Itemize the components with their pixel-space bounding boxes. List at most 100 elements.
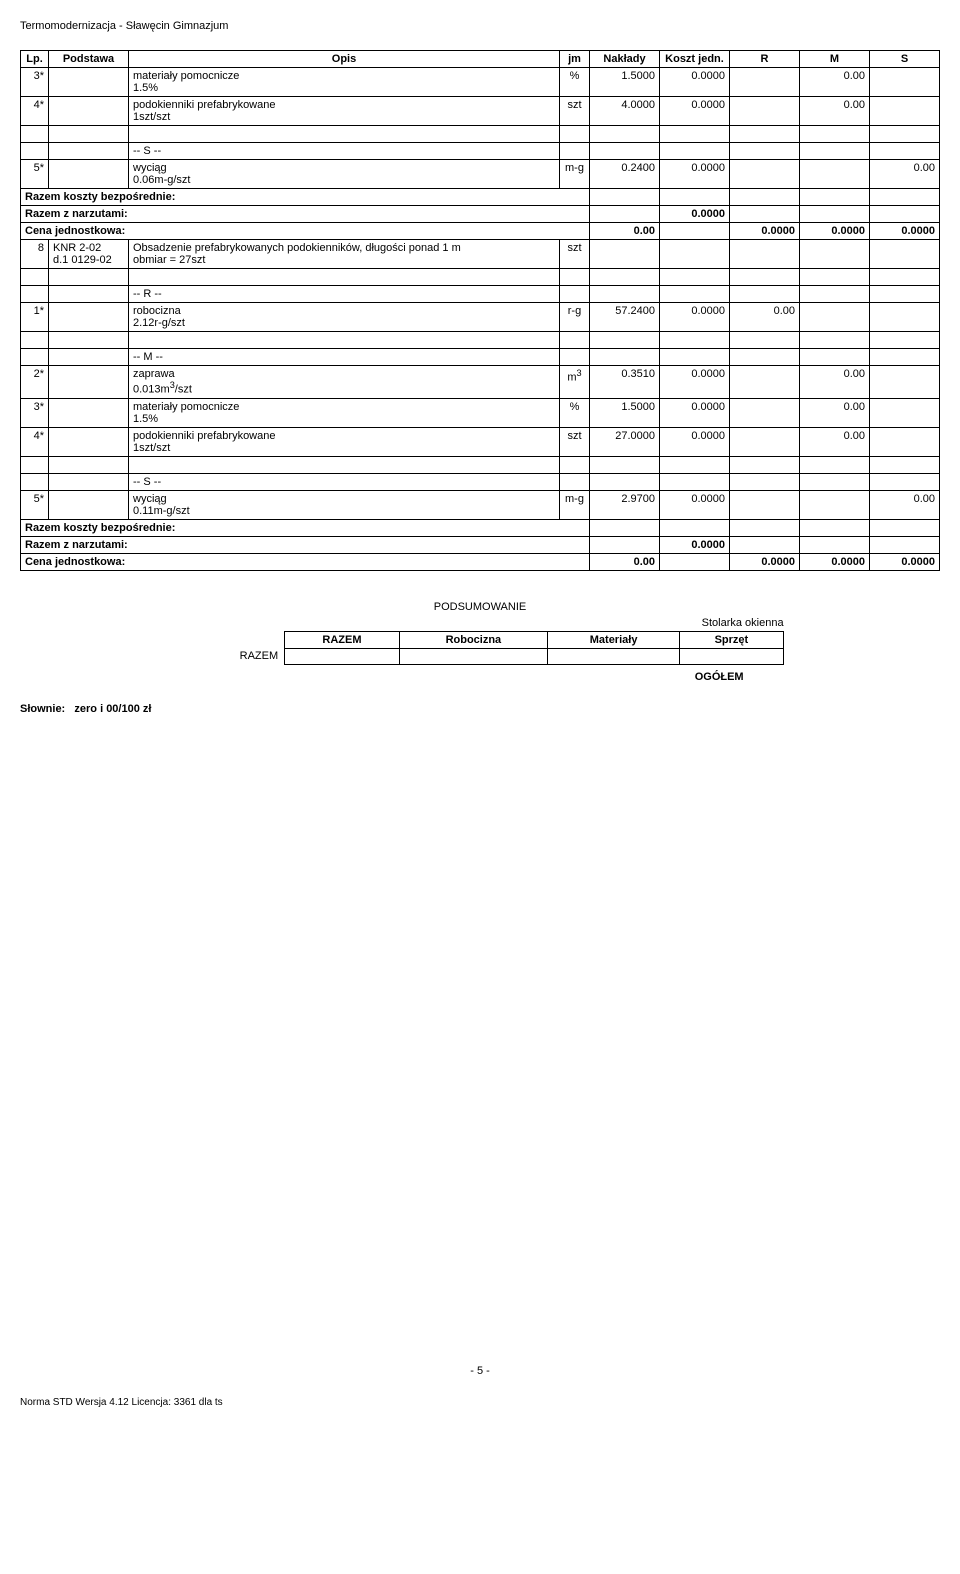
th-r: R [730, 51, 800, 68]
cell-podstawa [49, 97, 129, 126]
table-row: 4*podokienniki prefabrykowane1szt/sztszt… [21, 427, 940, 456]
table-row: 3*materiały pomocnicze1.5%%1.50000.00000… [21, 68, 940, 97]
th-koszt: Koszt jedn. [660, 51, 730, 68]
cell-jm: m-g [560, 490, 590, 519]
table-row [21, 269, 940, 286]
cell-opis: -- S -- [129, 473, 560, 490]
spacer-cell [660, 126, 730, 143]
doc-title: Termomodernizacja - Sławęcin Gimnazjum [20, 20, 940, 32]
cell-podstawa [49, 427, 129, 456]
spacer-cell [21, 126, 49, 143]
sum-cell-2 [548, 648, 680, 664]
spacer-cell [590, 269, 660, 286]
table-row: 5*wyciąg0.11m-g/sztm-g2.97000.00000.00 [21, 490, 940, 519]
cell-naklady: 1.5000 [590, 398, 660, 427]
spacer-cell [730, 126, 800, 143]
cell-naklady: 4.0000 [590, 97, 660, 126]
cell-opis: -- R -- [129, 286, 560, 303]
cell-podstawa: KNR 2-02d.1 0129-02 [49, 240, 129, 269]
cell-opis: podokienniki prefabrykowane1szt/szt [129, 97, 560, 126]
spacer-cell [590, 126, 660, 143]
cell-r [730, 189, 800, 206]
th-opis: Opis [129, 51, 560, 68]
cell-opis: zaprawa0.013m3/szt [129, 366, 560, 399]
spacer-cell [800, 126, 870, 143]
cell-podstawa [49, 68, 129, 97]
cell-r: 0.0000 [730, 223, 800, 240]
table-row: 8KNR 2-02d.1 0129-02Obsadzenie prefabryk… [21, 240, 940, 269]
cell-naklady [590, 473, 660, 490]
spacer-cell [800, 456, 870, 473]
cell-koszt: 0.0000 [660, 398, 730, 427]
spacer-cell [590, 332, 660, 349]
cell-koszt: 0.0000 [660, 160, 730, 189]
cell-r [730, 240, 800, 269]
cell-s [870, 143, 940, 160]
spacer-cell [590, 456, 660, 473]
table-row: -- R -- [21, 286, 940, 303]
sum-cell-0 [285, 648, 400, 664]
summary-title: PODSUMOWANIE [20, 601, 940, 613]
spacer-cell [49, 269, 129, 286]
cell-lp: 3* [21, 68, 49, 97]
page-number: - 5 - [20, 1365, 940, 1377]
cell-naklady: 0.3510 [590, 366, 660, 399]
cell-koszt [660, 240, 730, 269]
cell-naklady [590, 240, 660, 269]
cell-r [730, 206, 800, 223]
table-row: 5*wyciąg0.06m-g/sztm-g0.24000.00000.00 [21, 160, 940, 189]
cell-r [730, 286, 800, 303]
cell-lp: 5* [21, 490, 49, 519]
cell-naklady [590, 189, 660, 206]
cell-r [730, 97, 800, 126]
cell-naklady: 27.0000 [590, 427, 660, 456]
cell-r: 0.0000 [730, 553, 800, 570]
th-jm: jm [560, 51, 590, 68]
cell-m [800, 536, 870, 553]
cell-jm: szt [560, 240, 590, 269]
cell-koszt [660, 143, 730, 160]
spacer-cell [21, 456, 49, 473]
cell-opis: materiały pomocnicze1.5% [129, 398, 560, 427]
slownie-label: Słownie: [20, 703, 65, 715]
cell-m [800, 303, 870, 332]
slownie: Słownie: zero i 00/100 zł [20, 703, 940, 715]
cell-r [730, 68, 800, 97]
cell-m [800, 490, 870, 519]
cell-m [800, 349, 870, 366]
cell-podstawa [49, 490, 129, 519]
cell-m: 0.00 [800, 398, 870, 427]
cell-m [800, 519, 870, 536]
cell-naklady [590, 519, 660, 536]
cell-r [730, 366, 800, 399]
spacer-cell [21, 269, 49, 286]
cell-naklady [590, 143, 660, 160]
spacer-cell [560, 126, 590, 143]
cell-m: 0.00 [800, 366, 870, 399]
cell-opis: wyciąg0.06m-g/szt [129, 160, 560, 189]
cell-m [800, 240, 870, 269]
cell-jm: % [560, 398, 590, 427]
cell-s: 0.0000 [870, 223, 940, 240]
cell-lp [21, 286, 49, 303]
cell-lp: 4* [21, 97, 49, 126]
table-row: -- S -- [21, 473, 940, 490]
cell-r [730, 427, 800, 456]
cell-jm: m-g [560, 160, 590, 189]
cell-r [730, 349, 800, 366]
cell-podstawa [49, 143, 129, 160]
table-row: Razem z narzutami:0.0000 [21, 206, 940, 223]
cell-s [870, 97, 940, 126]
table-row: -- S -- [21, 143, 940, 160]
spacer-cell [800, 332, 870, 349]
spacer-cell [129, 332, 560, 349]
cell-podstawa [49, 160, 129, 189]
spacer-cell [870, 332, 940, 349]
cell-s [870, 68, 940, 97]
cell-koszt [660, 223, 730, 240]
spacer-cell [870, 269, 940, 286]
cell-opis: wyciąg0.11m-g/szt [129, 490, 560, 519]
cell-koszt [660, 553, 730, 570]
spacer-cell [870, 456, 940, 473]
cell-m: 0.00 [800, 68, 870, 97]
